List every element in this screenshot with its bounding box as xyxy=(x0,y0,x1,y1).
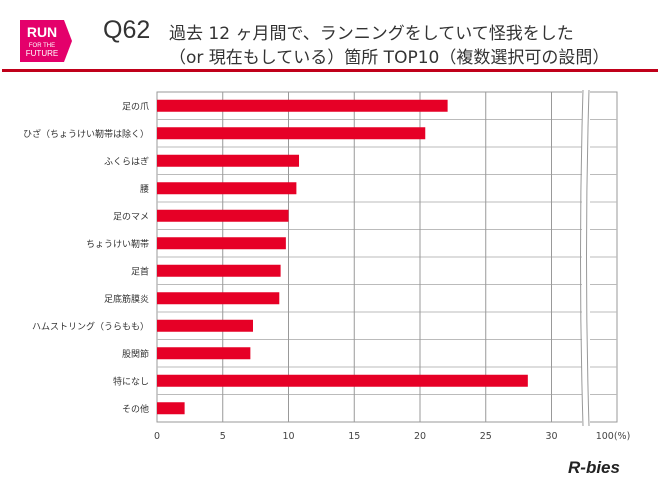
bar xyxy=(157,182,297,195)
svg-text:FUTURE: FUTURE xyxy=(26,49,58,58)
category-label: 足の爪 xyxy=(122,101,149,112)
x-tick-label: 0 xyxy=(154,431,160,442)
bar xyxy=(157,374,528,387)
svg-text:FOR THE: FOR THE xyxy=(29,43,55,49)
svg-text:RUN: RUN xyxy=(27,24,57,40)
x-tick-label: 20 xyxy=(414,431,426,442)
category-label: ちょうけい靭帯 xyxy=(86,238,149,250)
title-line-1: 過去 12 ヶ月間で、ランニングをしていて怪我をした xyxy=(169,24,574,44)
category-label: ふくらはぎ xyxy=(104,155,149,167)
category-label: 特になし xyxy=(113,375,149,387)
x-tick-label: 5 xyxy=(220,431,226,442)
category-label: ひざ（ちょうけい靭帯は除く） xyxy=(23,128,149,140)
bar xyxy=(157,292,280,305)
axis-break-line xyxy=(580,89,584,427)
bar xyxy=(157,209,289,222)
x-tick-label: 25 xyxy=(480,431,492,442)
bar xyxy=(157,402,185,415)
category-label: 足首 xyxy=(131,265,149,277)
x-tick-label: 15 xyxy=(348,431,360,442)
x-tick-label: 30 xyxy=(545,431,557,442)
category-label: ハムストリング（うらもも） xyxy=(32,320,149,332)
category-label: 股関節 xyxy=(122,348,149,360)
run-for-the-future-logo: RUN FOR THE FUTURE xyxy=(20,20,72,62)
bar xyxy=(157,99,448,112)
question-number: Q62 xyxy=(103,16,151,44)
category-label: 腰 xyxy=(140,184,149,195)
bar xyxy=(157,237,286,250)
bar xyxy=(157,319,253,332)
header: RUN FOR THE FUTURE Q62 過去 12 ヶ月間で、ランニングを… xyxy=(0,0,660,72)
bar xyxy=(157,154,300,167)
bar xyxy=(157,347,251,360)
header-rule xyxy=(2,69,658,72)
axis-break-line xyxy=(586,89,590,427)
x-tick-label: 10 xyxy=(282,431,294,442)
bar xyxy=(157,264,281,277)
bar xyxy=(157,127,426,140)
title-line-2: （or 現在もしている）箇所 TOP10（複数選択可の設問） xyxy=(169,48,610,68)
r-bies-logo: R-bies xyxy=(568,458,620,477)
category-label: その他 xyxy=(122,403,149,415)
x-tick-label: 100(%) xyxy=(596,431,631,442)
category-label: 足のマメ xyxy=(113,211,149,222)
category-label: 足底筋膜炎 xyxy=(104,293,149,305)
